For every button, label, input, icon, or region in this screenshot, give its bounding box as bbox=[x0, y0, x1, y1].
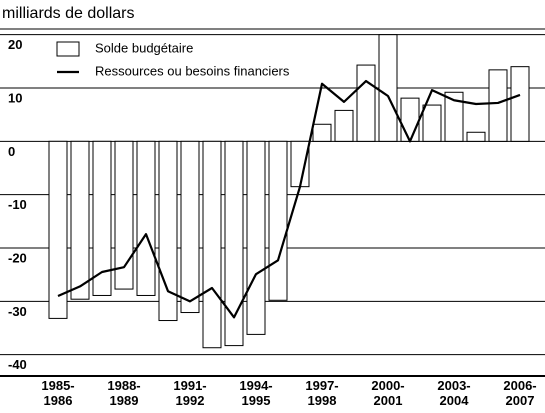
bar bbox=[334, 109, 354, 142]
bar bbox=[180, 140, 200, 314]
x-tick-label: 2006- 2007 bbox=[503, 378, 537, 408]
bar bbox=[246, 140, 266, 335]
legend-label: Solde budgétaire bbox=[95, 40, 193, 55]
bar bbox=[290, 140, 310, 188]
x-tick-label: 1997- 1998 bbox=[305, 378, 339, 408]
y-tick-label: -10 bbox=[8, 197, 27, 212]
legend-swatch bbox=[56, 41, 80, 57]
x-tick-label: 1991- 1992 bbox=[173, 378, 207, 408]
bar bbox=[268, 140, 288, 301]
bar bbox=[510, 66, 530, 142]
bar bbox=[356, 64, 376, 142]
bar bbox=[466, 131, 486, 142]
line bbox=[57, 79, 521, 319]
bar bbox=[158, 140, 178, 322]
x-tick-label: 1988- 1989 bbox=[107, 378, 141, 408]
legend-label: Ressources ou besoins financiers bbox=[95, 63, 290, 78]
y-tick-label: -40 bbox=[8, 357, 27, 372]
bar bbox=[136, 140, 156, 296]
bar bbox=[444, 91, 464, 142]
y-tick-label: -30 bbox=[8, 304, 27, 319]
bar bbox=[70, 140, 90, 300]
y-tick-label: -20 bbox=[8, 250, 27, 265]
bar bbox=[48, 140, 68, 319]
bar bbox=[400, 97, 420, 142]
bar bbox=[312, 123, 332, 142]
y-tick-label: 10 bbox=[8, 90, 22, 105]
bar bbox=[378, 34, 398, 142]
y-tick-label: 0 bbox=[8, 144, 15, 159]
x-tick-label: 2003- 2004 bbox=[437, 378, 471, 408]
bar bbox=[114, 140, 134, 290]
bar bbox=[422, 104, 442, 142]
bar bbox=[202, 140, 222, 349]
x-tick-label: 1985- 1986 bbox=[41, 378, 75, 408]
x-tick-label: 1994- 1995 bbox=[239, 378, 273, 408]
bar bbox=[488, 69, 508, 142]
y-axis-label: milliards de dollars bbox=[2, 5, 135, 22]
bar bbox=[224, 140, 244, 347]
bar bbox=[92, 140, 112, 296]
y-tick-label: 20 bbox=[8, 37, 22, 52]
x-tick-label: 2000- 2001 bbox=[371, 378, 405, 408]
